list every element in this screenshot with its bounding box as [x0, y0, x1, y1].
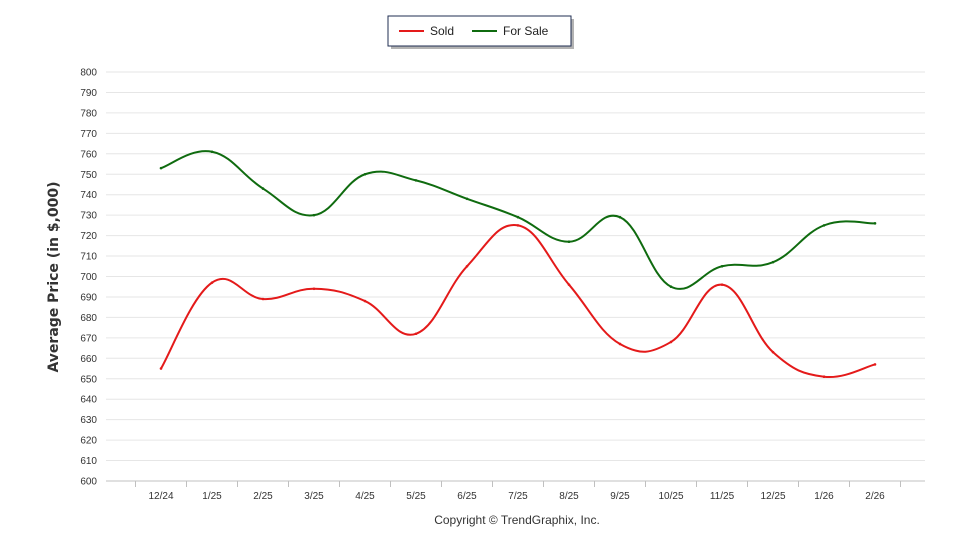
legend-label-for-sale: For Sale — [503, 24, 549, 38]
data-point-for-sale — [516, 215, 520, 219]
data-point-for-sale — [414, 179, 418, 182]
x-tick-label: 3/25 — [304, 491, 324, 502]
y-tick-label: 740 — [80, 190, 97, 201]
data-point-for-sale — [618, 215, 622, 219]
y-tick-label: 700 — [80, 272, 97, 283]
y-tick-label: 770 — [80, 129, 97, 140]
y-axis-tick-labels: 600 610 620 630 640 650 660 670 680 690 700 710 720 7… — [80, 68, 97, 488]
data-point-sold — [669, 340, 673, 344]
data-point-for-sale — [873, 222, 877, 225]
y-gridlines — [106, 71, 925, 482]
y-tick-label: 640 — [80, 395, 97, 406]
data-point-sold — [873, 363, 877, 366]
data-point-sold — [720, 283, 724, 286]
x-tick-label: 4/25 — [355, 491, 375, 502]
legend: Sold For Sale — [387, 15, 574, 49]
data-point-sold — [312, 287, 316, 291]
x-tick-label: 7/25 — [508, 491, 528, 502]
y-tick-label: 780 — [80, 108, 97, 119]
data-point-for-sale — [159, 166, 163, 170]
data-point-for-sale — [363, 172, 367, 176]
x-tick-label: 11/25 — [710, 491, 735, 502]
data-point-sold — [363, 299, 367, 303]
y-tick-label: 650 — [80, 374, 97, 385]
data-point-sold — [210, 281, 214, 284]
data-point-for-sale — [771, 260, 775, 264]
data-point-sold — [771, 350, 775, 354]
data-point-for-sale — [567, 240, 571, 244]
data-point-sold — [261, 297, 265, 301]
data-point-for-sale — [669, 285, 673, 289]
x-tick-label: 12/24 — [148, 491, 173, 502]
data-point-sold — [567, 283, 571, 286]
data-point-for-sale — [822, 224, 826, 227]
y-axis-title: Average Price (in $,000) — [46, 181, 62, 372]
series-lines — [159, 150, 877, 379]
data-point-sold — [465, 264, 469, 268]
y-tick-label: 610 — [80, 456, 97, 467]
x-tick-label: 9/25 — [610, 491, 630, 502]
y-tick-label: 680 — [80, 313, 97, 324]
series-line-for-sale — [160, 150, 876, 290]
x-tick-label: 10/25 — [658, 491, 683, 502]
data-point-sold — [414, 332, 418, 336]
x-axis — [106, 480, 925, 487]
y-tick-label: 800 — [80, 68, 97, 79]
data-point-sold — [822, 375, 826, 379]
data-point-for-sale — [720, 264, 724, 268]
y-tick-label: 620 — [80, 436, 97, 447]
y-tick-label: 790 — [80, 88, 97, 99]
x-axis-tick-labels: 12/24 1/25 2/25 3/25 4/25 5/25 6/25 7/25 8/25 9/2… — [148, 491, 885, 502]
data-point-for-sale — [261, 187, 265, 190]
y-tick-label: 760 — [80, 149, 97, 160]
x-tick-label: 8/25 — [559, 491, 579, 502]
y-tick-label: 710 — [80, 252, 97, 263]
copyright-credit: Copyright © TrendGraphix, Inc. — [434, 513, 600, 527]
x-tick-label: 1/26 — [814, 491, 834, 502]
y-tick-label: 690 — [80, 292, 97, 303]
data-point-for-sale — [210, 150, 214, 154]
x-tick-label: 5/25 — [406, 491, 426, 502]
data-point-for-sale — [465, 197, 469, 201]
y-tick-label: 600 — [80, 477, 97, 488]
y-tick-label: 750 — [80, 170, 97, 181]
x-tick-label: 1/25 — [202, 491, 222, 502]
y-tick-label: 660 — [80, 354, 97, 365]
x-tick-label: 2/26 — [865, 491, 885, 502]
y-tick-label: 730 — [80, 211, 97, 222]
y-tick-label: 630 — [80, 415, 97, 426]
x-tick-label: 12/25 — [760, 491, 785, 502]
legend-label-sold: Sold — [430, 24, 454, 38]
data-point-sold — [618, 342, 622, 346]
data-point-for-sale — [312, 213, 316, 217]
x-tick-label: 2/25 — [253, 491, 273, 502]
data-point-sold — [516, 224, 520, 227]
x-tick-label: 6/25 — [457, 491, 477, 502]
y-tick-label: 670 — [80, 333, 97, 344]
data-point-sold — [159, 367, 163, 370]
y-tick-label: 720 — [80, 231, 97, 242]
series-line-sold — [160, 224, 876, 378]
